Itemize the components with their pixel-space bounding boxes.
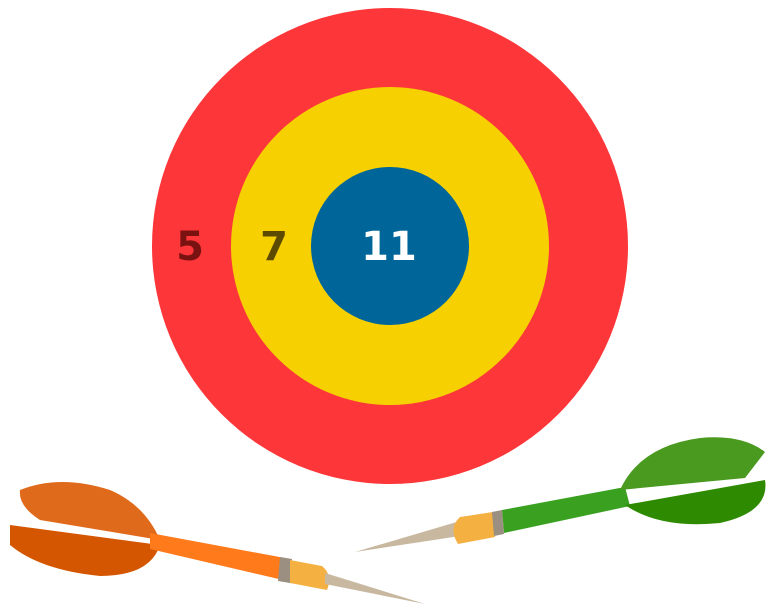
ring-label: 7 — [260, 224, 288, 270]
grip — [290, 560, 329, 590]
ring — [278, 557, 292, 583]
ring-label: 11 — [361, 224, 417, 270]
grip — [453, 512, 495, 544]
tip — [355, 521, 460, 552]
shaft — [150, 533, 285, 580]
page: 5 7 11 (() => { const data = JSON.parse(… — [0, 0, 769, 606]
flight — [620, 437, 765, 490]
ring-label: 5 — [176, 224, 204, 270]
shaft — [502, 487, 630, 533]
orange-dart — [10, 482, 425, 604]
tip — [325, 573, 425, 604]
ring — [492, 510, 504, 536]
dartboard-scene: 5 7 11 — [0, 0, 769, 606]
